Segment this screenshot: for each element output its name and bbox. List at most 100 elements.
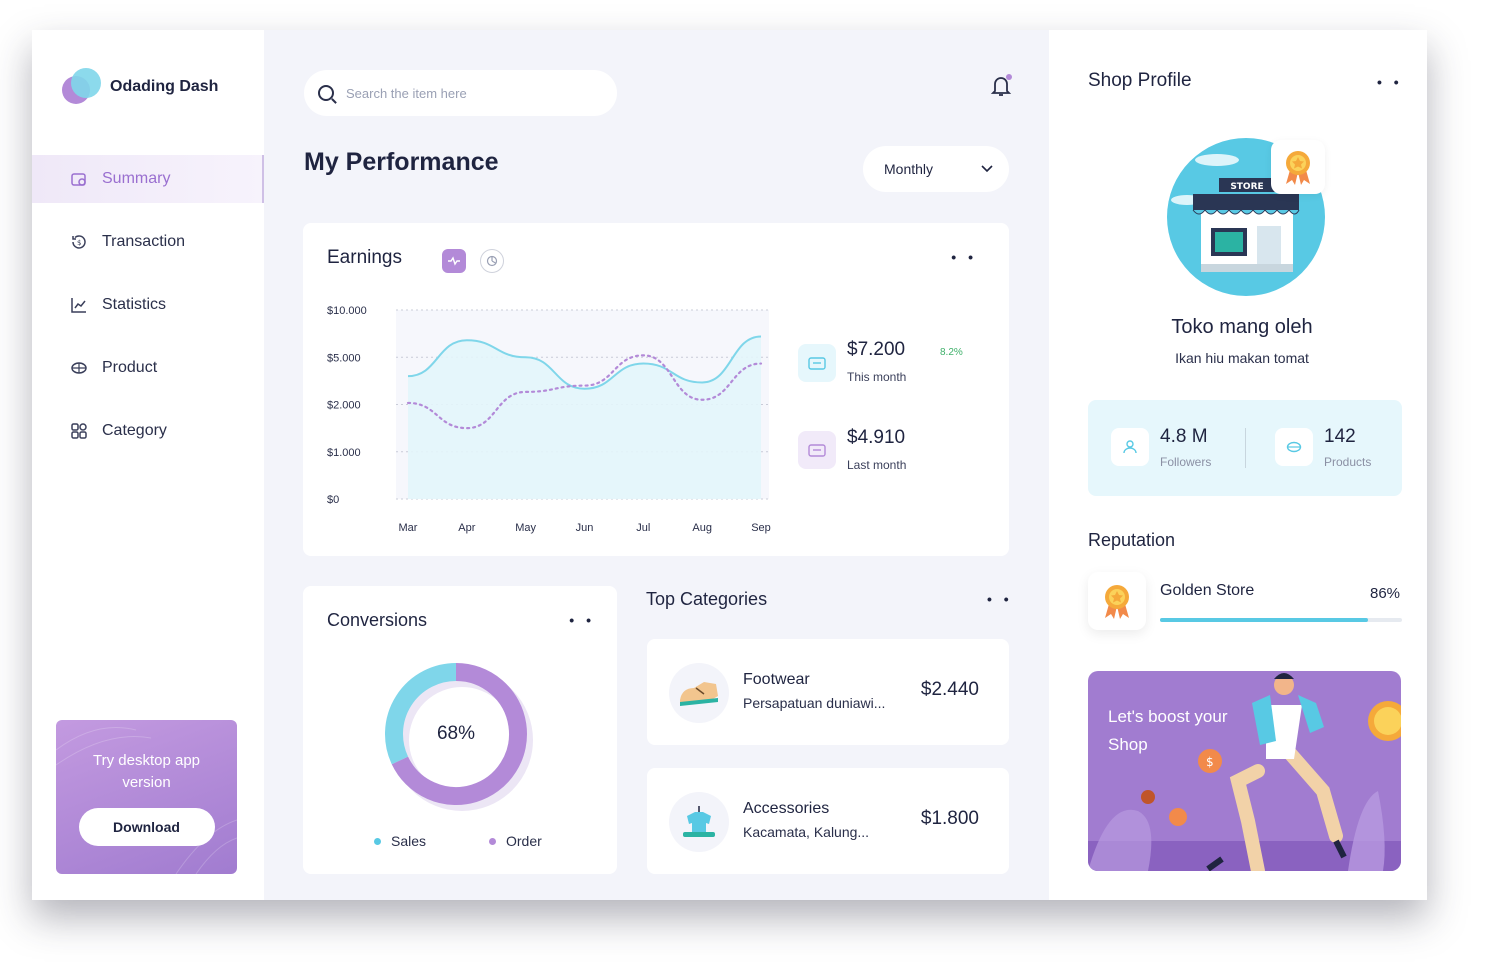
this-month-label: This month [847, 370, 907, 384]
notification-bell-icon[interactable] [990, 74, 1014, 98]
reputation-progress-fill [1160, 618, 1369, 622]
more-options-icon[interactable]: • • [987, 591, 1013, 607]
shoe-icon [669, 663, 729, 723]
products-label: Products [1324, 455, 1372, 469]
this-month-value: $7.200 [847, 339, 906, 360]
series-area [408, 336, 761, 499]
boost-shop-banner[interactable]: $ Let's boost your Shop [1088, 671, 1401, 871]
chevron-down-icon [981, 162, 993, 176]
sidebar-item-label: Transaction [102, 233, 185, 250]
donut-slice-order [391, 663, 527, 805]
sidebar-item-label: Product [102, 359, 158, 376]
reputation-name: Golden Store [1160, 582, 1255, 599]
statistics-icon [70, 296, 88, 314]
store-sign: STORE [1230, 182, 1263, 192]
reputation-value: 86% [1370, 585, 1401, 602]
donut-center-label: 68% [436, 723, 476, 744]
this-month-change: 8.2% [940, 347, 963, 358]
reputation-title: Reputation [1088, 530, 1176, 550]
store-name: Toko mang oleh [1171, 316, 1313, 338]
period-select[interactable]: Monthly [863, 146, 1009, 192]
download-button[interactable]: Download [78, 808, 215, 846]
y-tick-label: $1.000 [327, 447, 361, 459]
sidebar: Odading Dash Summary $ Transaction Stati… [32, 30, 264, 900]
legend-sales: Sales [374, 833, 426, 849]
x-tick-label: Jun [576, 522, 594, 534]
shirt-icon [669, 792, 729, 852]
wallet-icon [798, 431, 836, 469]
legend-label: Sales [391, 833, 427, 849]
transaction-icon: $ [70, 233, 88, 251]
reputation-progress-bar [1160, 618, 1402, 622]
logo[interactable]: Odading Dash [62, 68, 218, 106]
svg-text:$: $ [1206, 755, 1214, 769]
app-name: Odading Dash [110, 78, 219, 95]
conversions-title: Conversions [327, 610, 428, 630]
search-input[interactable] [346, 85, 586, 101]
category-price: $1.800 [920, 808, 979, 829]
earnings-title: Earnings [327, 247, 402, 268]
followers-value: 4.8 M [1160, 426, 1208, 447]
legend-dot [489, 837, 496, 845]
top-categories-title: Top Categories [646, 589, 768, 609]
sidebar-item-label: Summary [102, 170, 171, 187]
category-desc: Persapatuan duniawi... [743, 695, 886, 711]
page-title: My Performance [304, 148, 499, 176]
x-tick-label: May [515, 522, 536, 534]
donut-slice-sales [385, 663, 457, 765]
pie-chart-toggle-icon[interactable] [480, 249, 504, 273]
award-badge-icon [1271, 140, 1325, 194]
sidebar-item-transaction[interactable]: $ Transaction [32, 218, 264, 266]
more-options-icon[interactable]: • • [951, 249, 977, 265]
shop-profile-title: Shop Profile [1088, 70, 1192, 91]
promo-pattern [56, 727, 237, 874]
more-options-icon[interactable]: • • [1377, 74, 1403, 90]
y-tick-label: $0 [327, 494, 339, 506]
followers-label: Followers [1160, 455, 1212, 469]
wallet-icon [798, 344, 836, 382]
category-name: Accessories [743, 800, 830, 817]
product-icon [70, 359, 88, 377]
x-tick-label: Sep [751, 522, 771, 534]
earnings-card: Earnings • • $10.000 $5.000 $2.000 $1.000 $0… [303, 223, 1009, 556]
category-price: $2.440 [920, 679, 979, 700]
x-tick-label: Apr [458, 522, 475, 534]
series-line [407, 335, 762, 390]
conversions-donut-chart [385, 663, 533, 811]
period-value: Monthly [884, 161, 934, 177]
y-tick-label: $10.000 [327, 305, 367, 317]
sidebar-item-label: Category [102, 422, 167, 439]
last-month-value: $4.910 [847, 427, 906, 448]
last-month-label: Last month [847, 458, 907, 472]
x-tick-label: Aug [692, 522, 712, 534]
shop-profile-panel: Shop Profile • • STORE Toko mang oleh Ik… [1049, 30, 1427, 900]
sidebar-item-statistics[interactable]: Statistics [32, 281, 264, 329]
category-item-accessories[interactable]: Accessories Kacamata, Kalung... $1.800 [647, 768, 1009, 874]
store-subtitle: Ikan hiu makan tomat [1175, 350, 1309, 366]
category-item-footwear[interactable]: Footwear Persapatuan duniawi... $2.440 [647, 639, 1009, 745]
line-chart-toggle-icon[interactable] [442, 249, 466, 273]
sidebar-item-product[interactable]: Product [32, 344, 264, 392]
notification-dot [1006, 74, 1012, 80]
search-icon [318, 85, 334, 101]
boost-text: Let's boost your Shop [1108, 707, 1228, 754]
sidebar-nav: Summary $ Transaction Statistics Product [32, 155, 264, 470]
boost-illustration: $ [1088, 673, 1401, 871]
search-bar[interactable] [304, 70, 617, 116]
series-line [406, 354, 763, 430]
sidebar-item-summary[interactable]: Summary [32, 155, 264, 203]
followers-icon [1111, 428, 1149, 466]
metrics-divider [1245, 428, 1246, 468]
y-tick-label: $2.000 [327, 400, 361, 412]
sidebar-item-category[interactable]: Category [32, 407, 264, 455]
earnings-line-chart: $10.000 $5.000 $2.000 $1.000 $0 Mar Apr May Jun J… [327, 305, 771, 534]
logo-icon [62, 68, 101, 106]
more-options-icon[interactable]: • • [569, 612, 595, 628]
medal-icon [1088, 572, 1146, 630]
category-icon [70, 422, 88, 440]
products-value: 142 [1324, 426, 1356, 447]
x-tick-label: Mar [399, 522, 418, 534]
sidebar-item-label: Statistics [102, 296, 167, 313]
summary-icon [70, 170, 88, 188]
x-tick-label: Jul [636, 522, 650, 534]
